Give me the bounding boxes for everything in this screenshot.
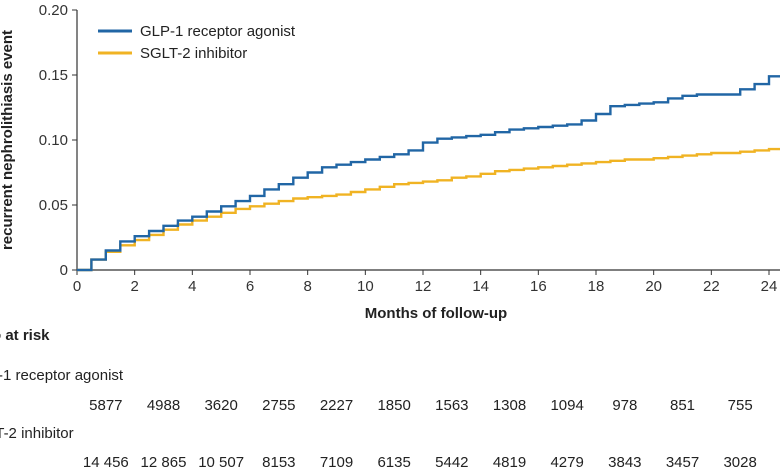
x-tick-label: 8	[303, 278, 311, 295]
risk-cell: 755	[727, 397, 753, 414]
x-tick-label: 6	[246, 278, 254, 295]
risk-cell: 2755	[262, 397, 296, 414]
risk-cell: 1850	[377, 397, 411, 414]
risk-cell: 978	[612, 397, 638, 414]
risk-cell: 1308	[492, 397, 527, 414]
risk-cell: 14 456	[82, 454, 129, 471]
risk-cell: 10 507	[198, 454, 245, 471]
x-tick-label: 4	[188, 278, 196, 295]
series-layer	[77, 75, 780, 272]
risk-cell: 1094	[550, 397, 584, 414]
risk-cell: 1563	[435, 397, 469, 414]
x-tick-label: 10	[357, 278, 374, 295]
y-axis-ticks: 0 0.05 0.10 0.15 0.20	[39, 2, 77, 279]
x-tick-label: 20	[645, 278, 662, 295]
x-axis-ticks: 0 2 4 6 8 10 12 14 16 18 20 22 24	[73, 270, 778, 295]
x-tick-label: 2	[130, 278, 138, 295]
risk-cell: 3843	[608, 454, 642, 471]
km-chart: 00.050.100.150.20 0 2 4 6 8 10 12 14 16 18 20 22 24 …	[0, 2, 780, 322]
risk-cell: 2731	[773, 454, 780, 471]
y-axis-title: recurrent nephrolithiasis event	[0, 30, 16, 250]
risk-cell: 7109	[319, 454, 354, 471]
risk-cell: 5442	[435, 454, 469, 471]
x-tick-label: 22	[703, 278, 720, 295]
legend-label: GLP-1 receptor agonist	[140, 23, 296, 40]
risk-cell: 5877	[89, 397, 123, 414]
risk-cell: 8153	[262, 454, 296, 471]
risk-cell: 652	[773, 397, 780, 414]
x-tick-label: 14	[472, 278, 489, 295]
legend-label: SGLT-2 inhibitor	[140, 45, 247, 62]
x-tick-label: 24	[761, 278, 778, 295]
risk-cell: 12 865	[140, 454, 187, 471]
series-line-sglt-2-inhibitor	[77, 147, 780, 272]
y-tick-label: 0.10	[39, 132, 68, 149]
risk-cell: 6135	[377, 454, 411, 471]
risk-cell: 4279	[550, 454, 584, 471]
risk-cell: 4988	[146, 397, 181, 414]
x-axis-title: Months of follow-up	[365, 305, 507, 322]
legend: GLP-1 receptor agonist SGLT-2 inhibitor	[98, 23, 296, 62]
risk-cell: 3620	[204, 397, 238, 414]
series-line-glp-1-receptor-agonist	[77, 75, 780, 272]
risk-cell: 851	[669, 397, 696, 414]
x-tick-label: 12	[415, 278, 432, 295]
x-tick-label: 16	[530, 278, 547, 295]
risk-cell: 3028	[723, 454, 757, 471]
y-tick-label: 0	[60, 262, 68, 279]
y-tick-label: 0.20	[39, 2, 68, 19]
risk-table-title: o at risk	[0, 327, 50, 344]
x-tick-label: 0	[73, 278, 81, 295]
x-tick-label: 18	[588, 278, 605, 295]
risk-cell: 2227	[319, 397, 354, 414]
y-tick-label: 0.05	[39, 197, 68, 214]
risk-row-label: P-1 receptor agonist	[0, 367, 124, 384]
risk-row-label: LT-2 inhibitor	[0, 425, 74, 442]
risk-cell: 3457	[665, 454, 700, 471]
y-tick-label: 0.15	[39, 67, 68, 84]
risk-cell: 4819	[492, 454, 527, 471]
